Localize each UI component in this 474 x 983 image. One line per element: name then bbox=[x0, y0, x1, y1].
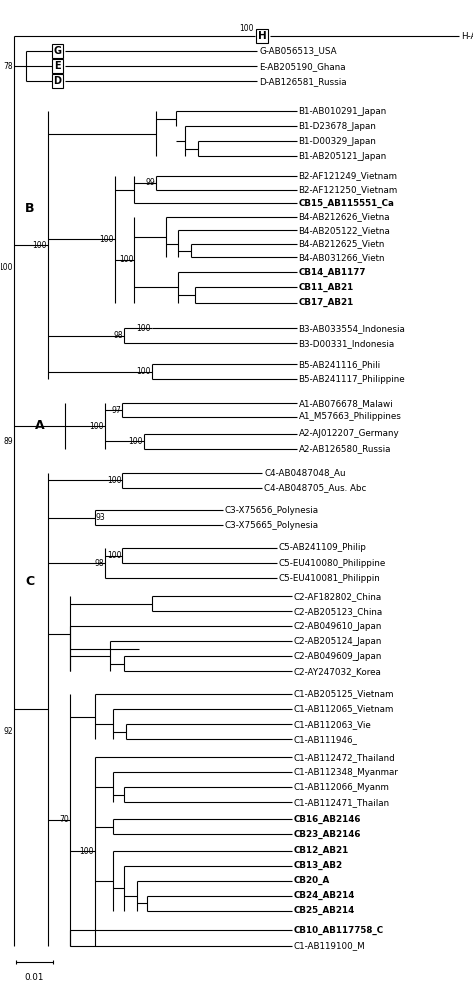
Text: C1-AB205125_Vietnam: C1-AB205125_Vietnam bbox=[293, 689, 394, 699]
Text: CB14_AB1177: CB14_AB1177 bbox=[299, 267, 366, 277]
Text: 0.01: 0.01 bbox=[25, 972, 44, 982]
Text: B4-AB212625_Vietn: B4-AB212625_Vietn bbox=[299, 239, 385, 249]
Text: CB10_AB117758_C: CB10_AB117758_C bbox=[293, 926, 383, 935]
Text: D-AB126581_Russia: D-AB126581_Russia bbox=[259, 77, 347, 86]
Text: 98: 98 bbox=[114, 331, 123, 340]
Text: 100: 100 bbox=[118, 256, 133, 264]
Text: C: C bbox=[25, 575, 35, 588]
Text: CB20_A: CB20_A bbox=[293, 876, 330, 886]
Text: 70: 70 bbox=[60, 815, 69, 825]
Text: 92: 92 bbox=[4, 727, 13, 736]
Text: D: D bbox=[54, 77, 62, 87]
Text: CB16_AB2146: CB16_AB2146 bbox=[293, 815, 361, 824]
Text: A2-AJ012207_Germany: A2-AJ012207_Germany bbox=[299, 429, 399, 438]
Text: C1-AB119100_M: C1-AB119100_M bbox=[293, 941, 365, 950]
Text: C3-X75656_Polynesia: C3-X75656_Polynesia bbox=[225, 506, 319, 515]
Text: C2-AB205124_Japan: C2-AB205124_Japan bbox=[293, 637, 382, 646]
Text: 100: 100 bbox=[99, 235, 114, 244]
Text: A1_M57663_Philippines: A1_M57663_Philippines bbox=[299, 413, 401, 422]
Text: E: E bbox=[54, 61, 61, 71]
Text: 100: 100 bbox=[32, 241, 46, 250]
Text: C5-EU410081_Philippin: C5-EU410081_Philippin bbox=[279, 574, 381, 583]
Text: C2-AY247032_Korea: C2-AY247032_Korea bbox=[293, 666, 382, 676]
Text: 100: 100 bbox=[239, 24, 253, 33]
Text: 99: 99 bbox=[145, 178, 155, 188]
Text: B5-AB241117_Philippine: B5-AB241117_Philippine bbox=[299, 375, 405, 383]
Text: 89: 89 bbox=[4, 436, 13, 445]
Text: 100: 100 bbox=[107, 551, 121, 560]
Text: CB17_AB21: CB17_AB21 bbox=[299, 298, 354, 307]
Text: B3-D00331_Indonesia: B3-D00331_Indonesia bbox=[299, 339, 395, 348]
Text: 100: 100 bbox=[137, 323, 151, 332]
Text: CB15_AB115551_Ca: CB15_AB115551_Ca bbox=[299, 199, 394, 207]
Text: H-AY0: H-AY0 bbox=[461, 31, 474, 40]
Text: 100: 100 bbox=[107, 476, 121, 485]
Text: 98: 98 bbox=[94, 558, 104, 567]
Text: B4-AB205122_Vietna: B4-AB205122_Vietna bbox=[299, 226, 391, 235]
Text: 100: 100 bbox=[89, 422, 104, 431]
Text: 100: 100 bbox=[137, 368, 151, 376]
Text: 100: 100 bbox=[128, 436, 143, 445]
Text: C1-AB112066_Myanm: C1-AB112066_Myanm bbox=[293, 782, 390, 792]
Text: C2-AB049610_Japan: C2-AB049610_Japan bbox=[293, 622, 382, 631]
Text: C4-AB048705_Aus. Abc: C4-AB048705_Aus. Abc bbox=[264, 484, 366, 492]
Text: A1-AB076678_Malawi: A1-AB076678_Malawi bbox=[299, 399, 393, 408]
Text: G-AB056513_USA: G-AB056513_USA bbox=[259, 46, 337, 56]
Text: C1-AB112063_Vie: C1-AB112063_Vie bbox=[293, 720, 371, 728]
Text: E-AB205190_Ghana: E-AB205190_Ghana bbox=[259, 62, 346, 71]
Text: C2-AB049609_Japan: C2-AB049609_Japan bbox=[293, 652, 382, 661]
Text: C1-AB112065_Vietnam: C1-AB112065_Vietnam bbox=[293, 705, 394, 714]
Text: B2-AF121250_Vietnam: B2-AF121250_Vietnam bbox=[299, 185, 398, 194]
Text: B4-AB212626_Vietna: B4-AB212626_Vietna bbox=[299, 212, 390, 221]
Text: A: A bbox=[35, 419, 45, 432]
Text: 93: 93 bbox=[96, 513, 106, 522]
Text: 100: 100 bbox=[0, 263, 13, 272]
Text: CB11_AB21: CB11_AB21 bbox=[299, 283, 354, 292]
Text: C1-AB112472_Thailand: C1-AB112472_Thailand bbox=[293, 753, 395, 762]
Text: G: G bbox=[54, 46, 62, 56]
Text: C1-AB112348_Myanmar: C1-AB112348_Myanmar bbox=[293, 768, 399, 777]
Text: B3-AB033554_Indonesia: B3-AB033554_Indonesia bbox=[299, 323, 405, 332]
Text: CB25_AB214: CB25_AB214 bbox=[293, 906, 355, 915]
Text: C1-AB112471_Thailan: C1-AB112471_Thailan bbox=[293, 798, 390, 807]
Text: B2-AF121249_Vietnam: B2-AF121249_Vietnam bbox=[299, 172, 398, 181]
Text: B1-D23678_Japan: B1-D23678_Japan bbox=[299, 122, 376, 131]
Text: B: B bbox=[25, 202, 35, 215]
Text: 78: 78 bbox=[4, 62, 13, 71]
Text: C4-AB0487048_Au: C4-AB0487048_Au bbox=[264, 468, 346, 477]
Text: B1-AB010291_Japan: B1-AB010291_Japan bbox=[299, 107, 387, 116]
Text: B4-AB031266_Vietn: B4-AB031266_Vietn bbox=[299, 253, 385, 261]
Text: C5-AB241109_Philip: C5-AB241109_Philip bbox=[279, 544, 367, 552]
Text: C5-EU410080_Philippine: C5-EU410080_Philippine bbox=[279, 558, 386, 567]
Text: C2-AF182802_China: C2-AF182802_China bbox=[293, 592, 382, 601]
Text: B5-AB241116_Phili: B5-AB241116_Phili bbox=[299, 360, 381, 369]
Text: C2-AB205123_China: C2-AB205123_China bbox=[293, 607, 383, 615]
Text: CB23_AB2146: CB23_AB2146 bbox=[293, 830, 361, 838]
Text: H: H bbox=[258, 31, 266, 41]
Text: 97: 97 bbox=[112, 406, 121, 415]
Text: CB13_AB2: CB13_AB2 bbox=[293, 861, 343, 870]
Text: A2-AB126580_Russia: A2-AB126580_Russia bbox=[299, 444, 391, 453]
Text: B1-AB205121_Japan: B1-AB205121_Japan bbox=[299, 152, 387, 161]
Text: B1-D00329_Japan: B1-D00329_Japan bbox=[299, 137, 376, 145]
Text: C3-X75665_Polynesia: C3-X75665_Polynesia bbox=[225, 521, 319, 530]
Text: CB12_AB21: CB12_AB21 bbox=[293, 846, 349, 855]
Text: 100: 100 bbox=[79, 847, 94, 856]
Text: C1-AB111946_: C1-AB111946_ bbox=[293, 734, 357, 744]
Text: CB24_AB214: CB24_AB214 bbox=[293, 892, 355, 900]
